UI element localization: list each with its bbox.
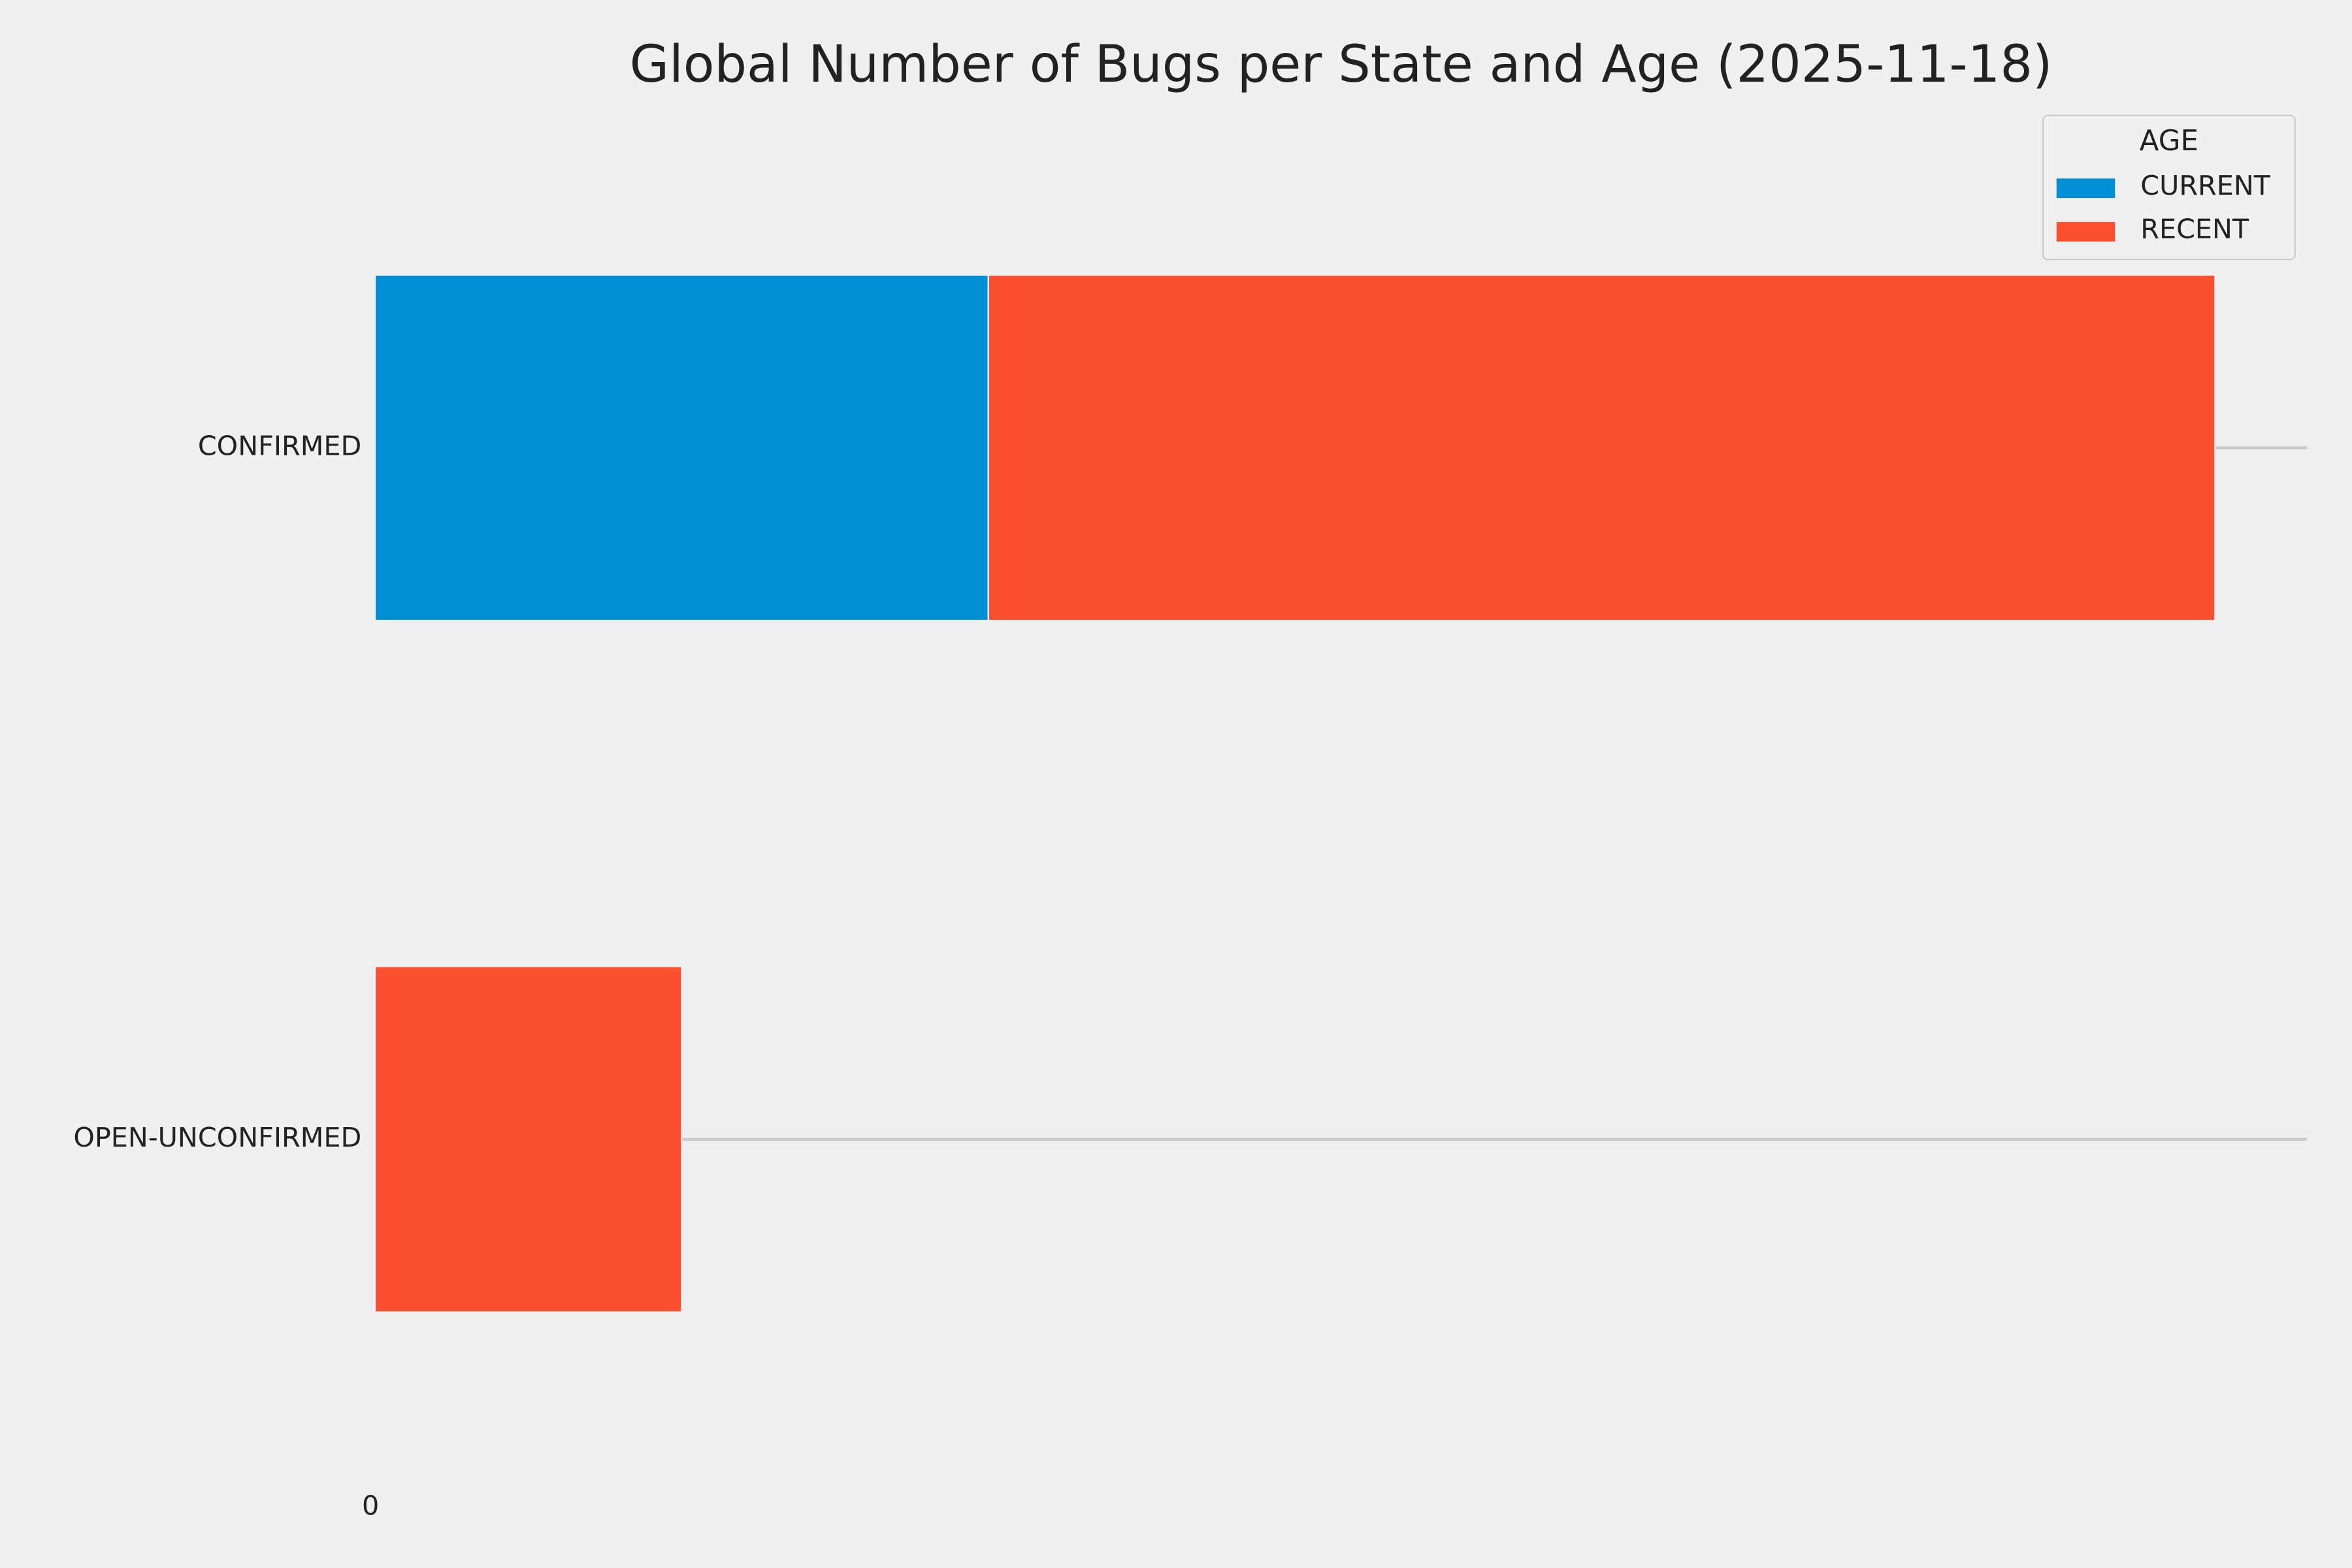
legend-label: CURRENT [2140,170,2271,201]
bar [374,274,989,622]
legend-swatch [2056,178,2115,199]
legend-swatch [2056,221,2115,242]
chart-title: Global Number of Bugs per State and Age … [630,35,2053,94]
y-tick-label: OPEN-UNCONFIRMED [73,1122,361,1153]
y-tick-label: CONFIRMED [198,430,361,461]
legend-label: RECENT [2140,214,2249,245]
legend-title: AGE [2140,125,2198,157]
x-tick-label: 0 [362,1490,379,1521]
bar [374,966,683,1313]
bar [987,274,2216,622]
